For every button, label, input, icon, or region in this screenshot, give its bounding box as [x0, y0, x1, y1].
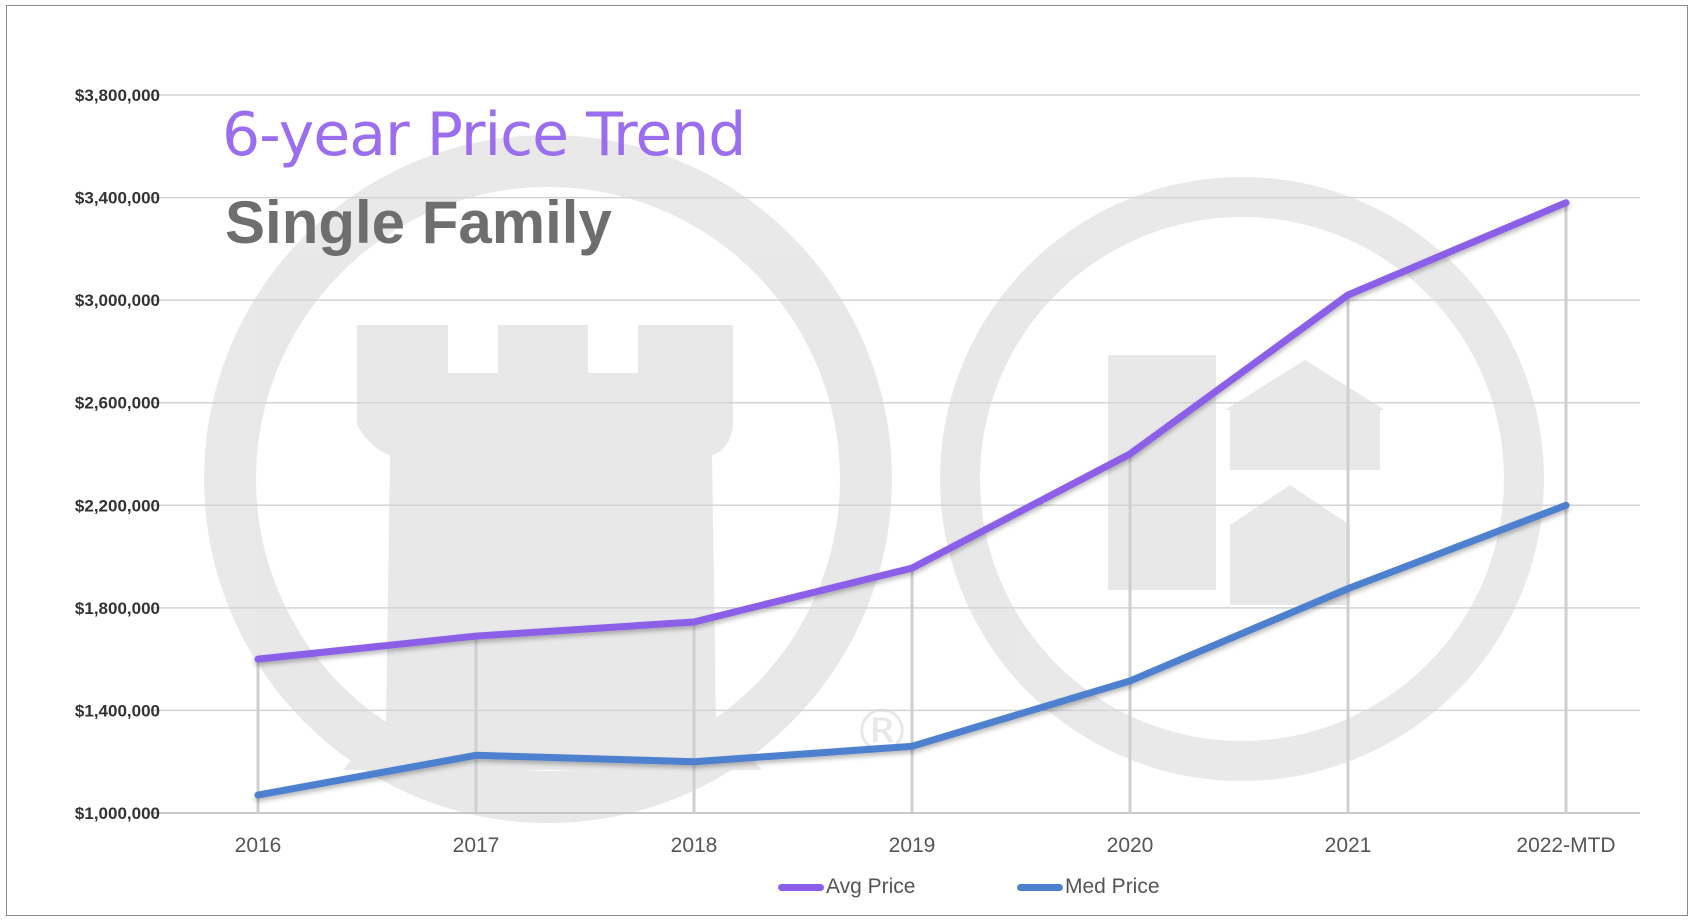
y-tick-label: $1,000,000: [75, 804, 160, 823]
watermark-seal-emblem: [940, 177, 1544, 781]
x-tick-label: 2018: [671, 834, 718, 857]
legend-item-med: Med Price: [1017, 872, 1160, 902]
chart-subtitle: Single Family: [225, 189, 612, 256]
series-line-avg-price: [254, 199, 1570, 663]
chart-frame: [6, 5, 1688, 916]
x-tick-label: 2021: [1325, 834, 1372, 857]
x-tick-label: 2016: [235, 834, 282, 857]
x-tick-label: 2022-MTD: [1516, 834, 1615, 857]
x-tick-label: 2017: [453, 834, 500, 857]
y-axis: $1,000,000 $1,400,000 $1,800,000 $2,200,000…: [75, 86, 160, 823]
chart-title: 6-year Price Trend: [222, 100, 746, 170]
legend-label-med: Med Price: [1065, 875, 1160, 898]
watermark-seal-buildings: [1108, 355, 1385, 605]
y-tick-label: $3,800,000: [75, 86, 160, 105]
x-tick-label: 2019: [889, 834, 936, 857]
legend-label-avg: Avg Price: [826, 875, 916, 898]
x-tick-label: 2020: [1107, 834, 1154, 857]
watermark-registered-mark: ®: [852, 697, 912, 767]
y-tick-label: $3,400,000: [75, 189, 160, 208]
legend-swatch-med: [1017, 883, 1063, 891]
watermark-tower-shape: [343, 325, 762, 770]
y-tick-label: $1,800,000: [75, 599, 160, 618]
legend-swatch-avg: [778, 883, 824, 891]
y-tick-label: $1,400,000: [75, 701, 160, 720]
series-lines: [254, 199, 1570, 799]
watermark-tower-emblem: [204, 135, 892, 823]
y-tick-label: $3,000,000: [75, 291, 160, 310]
legend-item-avg: Avg Price: [778, 872, 916, 902]
y-tick-label: $2,200,000: [75, 496, 160, 515]
grid: [150, 94, 1640, 814]
watermark: ®: [204, 135, 1544, 823]
series-line-med-price: [254, 501, 1570, 799]
y-tick-label: $2,600,000: [75, 394, 160, 413]
x-axis: 2016 2017 2018 2019 2020 2021 2022-MTD: [235, 834, 1616, 857]
